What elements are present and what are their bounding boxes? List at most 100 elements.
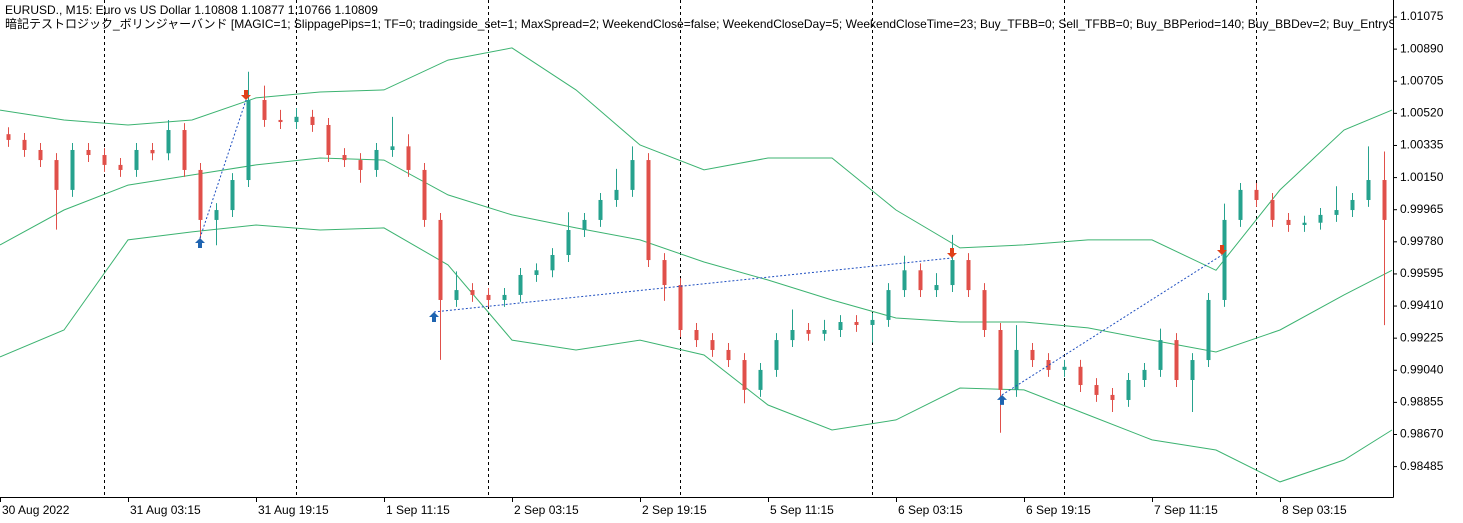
y-tick-label: 1.00705	[1400, 73, 1444, 87]
candle-body	[630, 160, 635, 190]
candle-body	[1046, 360, 1051, 370]
y-tick-label: 1.00520	[1400, 106, 1444, 120]
candle-body	[918, 270, 923, 291]
candle-body	[710, 340, 715, 350]
candle-body	[534, 270, 539, 275]
candle-body	[1350, 199, 1355, 211]
candle-body	[54, 160, 59, 190]
sell-arrow	[947, 247, 957, 258]
candle-body	[1302, 222, 1307, 225]
candle-body	[694, 330, 699, 341]
candle-body	[598, 199, 603, 220]
trade-line	[1001, 254, 1223, 396]
candle-body	[566, 230, 571, 256]
x-tick-label: 31 Aug 19:15	[258, 503, 329, 517]
candle-body	[1078, 366, 1083, 386]
candle-body	[886, 290, 891, 320]
y-tick-label: 0.99595	[1400, 266, 1444, 280]
band-middle	[0, 157, 1393, 353]
candle-body	[470, 290, 475, 295]
candle-body	[262, 99, 267, 120]
candle-body	[86, 149, 91, 156]
trade-line	[433, 257, 953, 313]
candle-body	[758, 369, 763, 390]
candle-body	[982, 290, 987, 331]
candle-body	[870, 319, 875, 325]
candle-body	[1190, 360, 1195, 380]
candle-body	[422, 169, 427, 220]
candle-body	[1158, 340, 1163, 370]
y-tick-label: 0.99965	[1400, 202, 1444, 216]
candle-body	[310, 116, 315, 125]
candle-body	[294, 116, 299, 123]
header: EURUSD., M15: Euro vs US Dollar 1.10808 …	[5, 3, 1414, 31]
buy-arrow	[997, 394, 1007, 405]
y-tick-label: 1.00890	[1400, 41, 1444, 55]
candle-body	[998, 330, 1003, 390]
x-tick-label: 31 Aug 03:15	[130, 503, 201, 517]
band-upper	[0, 47, 1393, 271]
candle-body	[1030, 349, 1035, 361]
buy-arrow	[195, 237, 205, 248]
y-tick-label: 0.98485	[1400, 459, 1444, 473]
band-lower	[0, 224, 1393, 483]
candle-body	[1062, 366, 1067, 370]
candle-body	[406, 146, 411, 170]
candle-body	[1382, 180, 1387, 220]
candle-body	[822, 330, 827, 334]
x-tick-label: 6 Sep 03:15	[898, 503, 963, 517]
x-tick-label: 6 Sep 19:15	[1026, 503, 1091, 517]
candle-body	[1238, 189, 1243, 220]
candle-body	[1318, 214, 1323, 223]
candle-body	[1110, 394, 1115, 400]
x-tick-label: 2 Sep 03:15	[514, 503, 579, 517]
candle-body	[1174, 340, 1179, 380]
candle-body	[342, 155, 347, 161]
y-tick-label: 0.99410	[1400, 298, 1444, 312]
candle-body	[790, 330, 795, 341]
candle-body	[150, 149, 155, 154]
trade-line	[199, 99, 247, 239]
x-tick-label: 2 Sep 19:15	[642, 503, 707, 517]
candle-body	[6, 134, 11, 140]
candle-body	[182, 130, 187, 170]
candle-body	[102, 155, 107, 165]
candle-body	[902, 270, 907, 291]
y-tick-label: 0.98670	[1400, 427, 1444, 441]
x-tick-label: 7 Sep 11:15	[1154, 503, 1218, 517]
candle-body	[38, 149, 43, 161]
candle-body	[118, 164, 123, 170]
candle-body	[1126, 379, 1131, 400]
candle-body	[70, 149, 75, 190]
candle-body	[22, 139, 27, 150]
candle-body	[326, 124, 331, 156]
candle-body	[454, 290, 459, 300]
x-tick-label: 1 Sep 11:15	[386, 503, 450, 517]
y-tick-label: 1.01075	[1400, 9, 1444, 23]
candle-body	[230, 180, 235, 211]
candle-body	[1014, 349, 1019, 390]
candle-body	[646, 160, 651, 261]
x-tick-label: 8 Sep 03:15	[1282, 503, 1347, 517]
candle-body	[1222, 219, 1227, 300]
plot-area	[0, 0, 1393, 497]
candle-body	[614, 189, 619, 200]
y-tick-label: 1.00335	[1400, 138, 1444, 152]
candle-body	[214, 210, 219, 220]
x-tick-label: 30 Aug 2022	[2, 503, 70, 517]
indicator-header: 暗記テストロジック_ボリンジャーバンド [MAGIC=1; SlippagePi…	[5, 16, 1414, 31]
candle-body	[950, 260, 955, 286]
candle-body	[662, 260, 667, 286]
candle-body	[1286, 219, 1291, 225]
y-tick-label: 1.00150	[1400, 170, 1444, 184]
candle-body	[198, 169, 203, 220]
candle-body	[774, 340, 779, 370]
x-tick-label: 5 Sep 11:15	[770, 503, 834, 517]
candle-body	[1094, 385, 1099, 395]
y-tick-label: 0.99225	[1400, 330, 1444, 344]
candle-body	[390, 146, 395, 150]
candle-body	[246, 99, 251, 181]
candle-body	[966, 260, 971, 291]
